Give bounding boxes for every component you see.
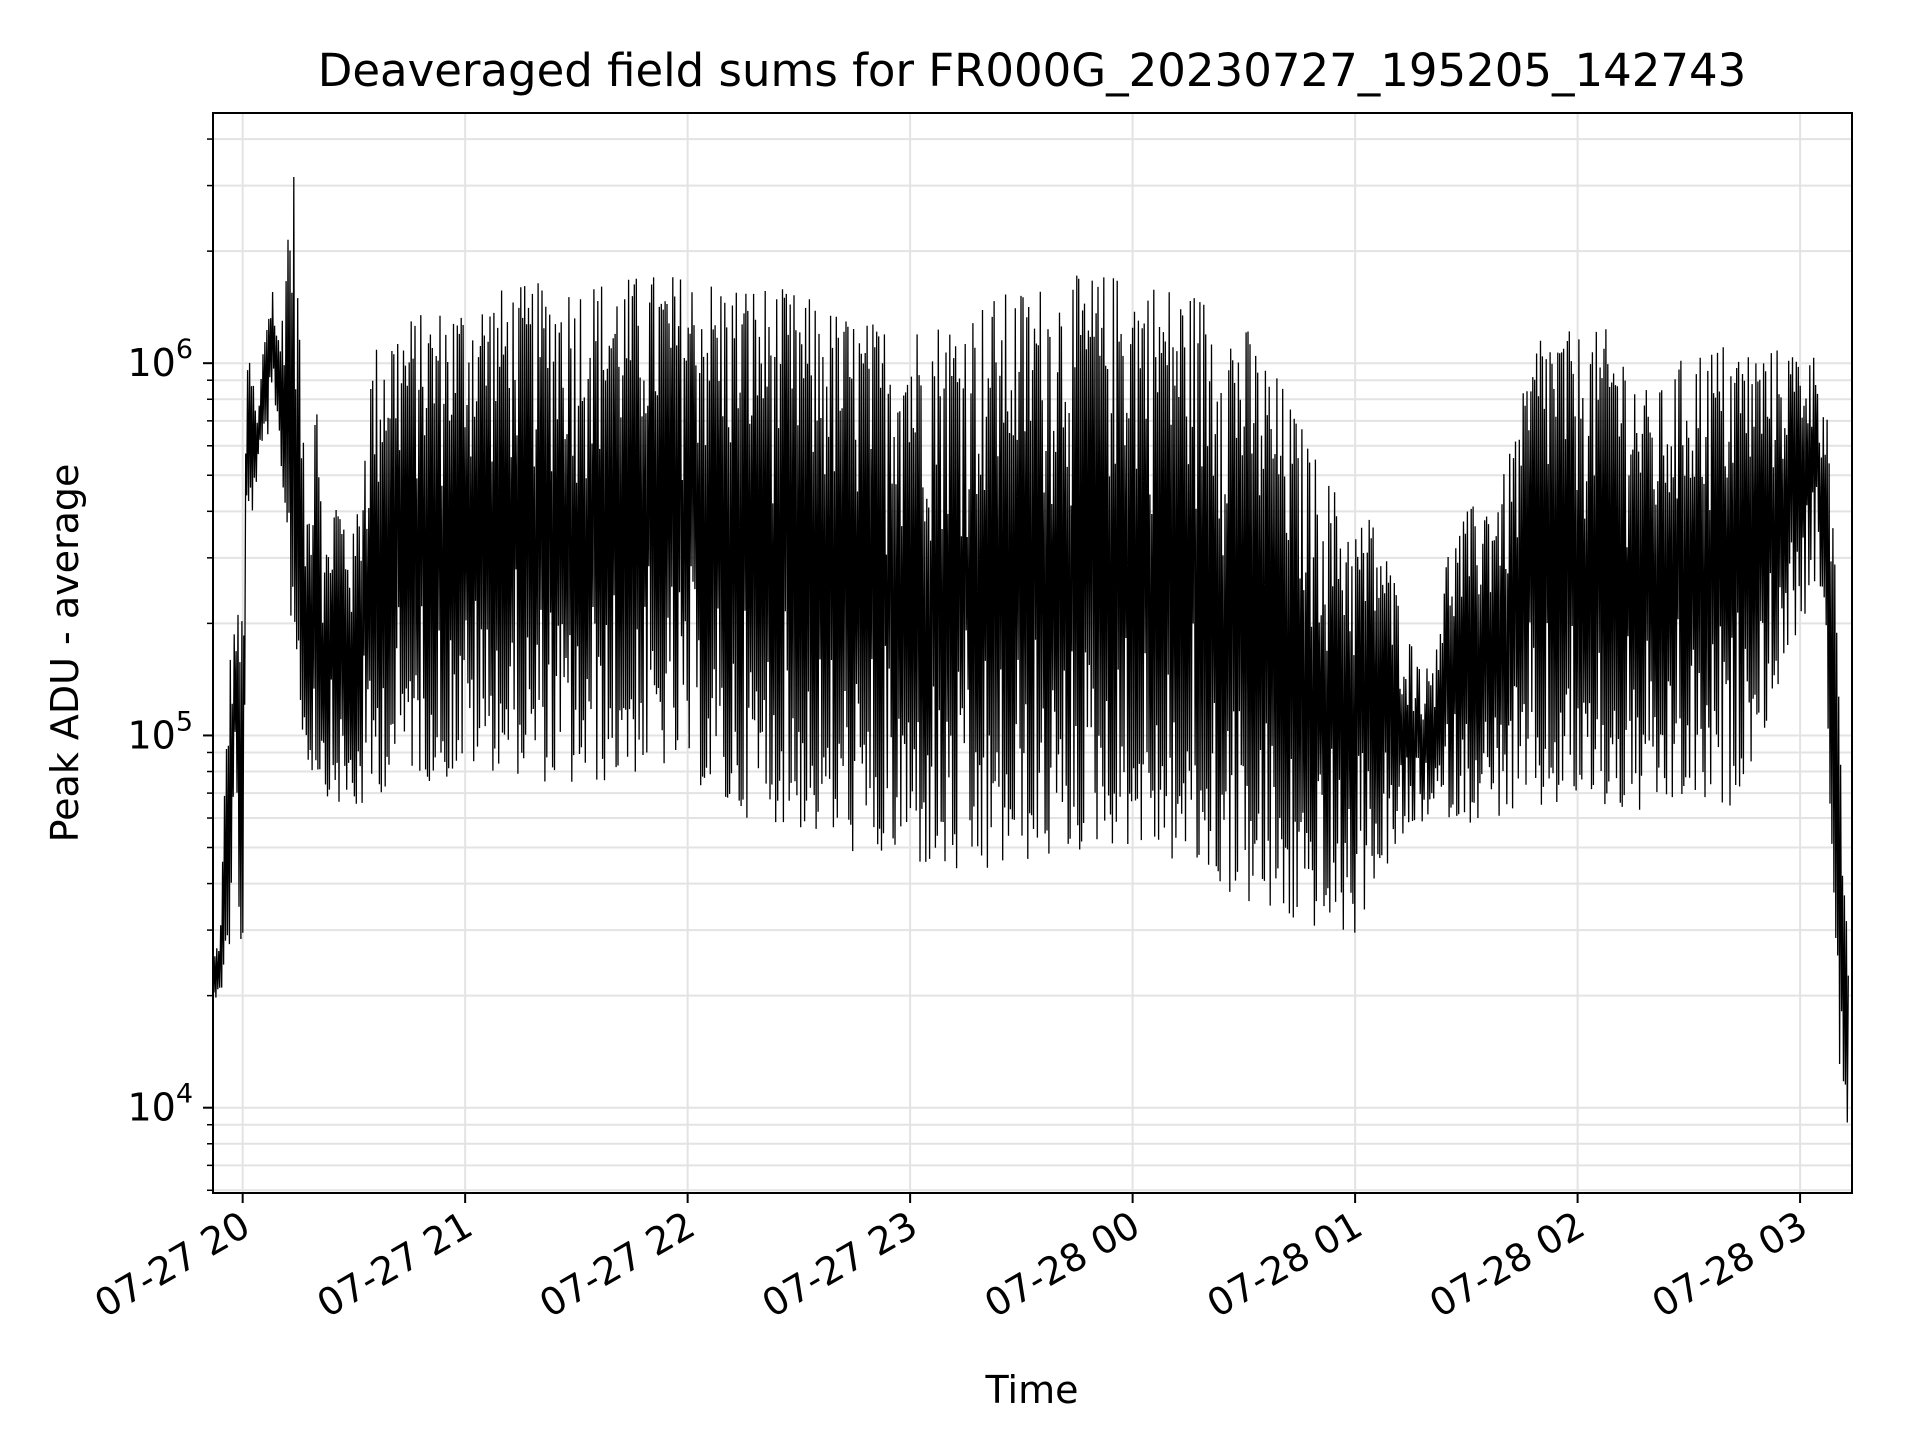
y-tick-label-exponent: 5 <box>176 706 193 737</box>
y-tick-label: 104 <box>127 1079 193 1130</box>
plot-area <box>212 176 1849 1123</box>
y-tick-label: 105 <box>127 706 193 757</box>
axes-frame <box>212 112 1853 1194</box>
y-tick-label: 106 <box>127 334 193 385</box>
y-tick-label-base: 10 <box>127 713 175 757</box>
series-line <box>212 176 1849 1123</box>
y-tick-label-base: 10 <box>127 341 175 385</box>
y-tick-label-exponent: 6 <box>176 334 193 365</box>
chart-title: Deaveraged field sums for FR000G_2023072… <box>318 44 1747 97</box>
y-tick-label-base: 10 <box>127 1086 175 1130</box>
x-axis-label: Time <box>985 1368 1079 1412</box>
y-tick-label-exponent: 4 <box>176 1079 193 1110</box>
y-axis-label: Peak ADU - average <box>43 464 87 843</box>
